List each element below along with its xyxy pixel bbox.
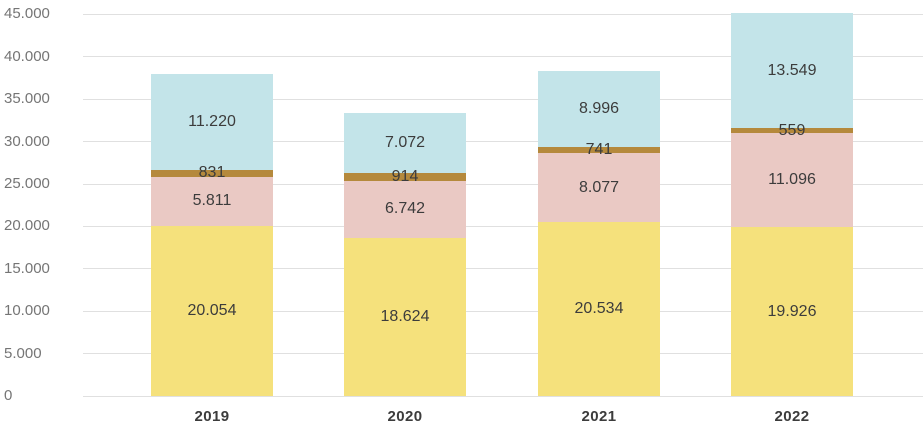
y-axis-tick-label: 0 [4,387,13,404]
bar-segment-yellow-segment-2021[interactable]: 20.534 [538,221,660,396]
x-axis-label-2020: 2020 [387,408,423,425]
y-axis-tick-label: 35.000 [4,90,50,108]
bar-segment-blue-segment-2022[interactable]: 13.549 [731,13,853,129]
bar-segment-pink-segment-2021[interactable]: 8.077 [538,153,660,222]
segment-value-label: 11.096 [768,170,816,188]
y-axis-tick-label: 45.000 [4,5,50,23]
segment-value-label: 13.549 [767,61,817,79]
gridline [83,98,923,100]
segment-value-label: 914 [391,168,419,186]
bar-group-2022: 13.549 559 11.096 19.926 [731,13,853,396]
segment-value-label: 6.742 [384,200,426,218]
y-axis-tick-label: 25.000 [4,175,50,192]
segment-value-label: 19.926 [767,302,817,320]
gridline [83,353,923,355]
y-axis-tick-label: 5.000 [4,344,42,362]
segment-value-label: 831 [198,164,226,182]
x-axis-label-2022: 2022 [774,408,810,425]
bar-segment-yellow-segment-2019[interactable]: 20.054 [151,225,273,396]
gridline [83,141,923,143]
y-axis-tick-label: 10.000 [4,302,50,320]
gridline [83,395,923,397]
bar-segment-brown-segment-2021[interactable]: 741 [538,141,660,158]
segment-value-label: 7.072 [384,134,426,152]
x-axis-label-2019: 2019 [194,408,230,425]
bar-segment-blue-segment-2019[interactable]: 11.220 [151,74,273,170]
y-axis-tick-label: 20.000 [4,217,50,235]
segment-value-label: 20.534 [574,299,624,317]
bar-segment-brown-segment-2022[interactable]: 559 [731,122,853,139]
bar-segment-brown-segment-2019[interactable]: 831 [151,164,273,181]
segment-value-label: 8.996 [578,99,620,117]
segment-value-label: 741 [585,141,613,159]
gridline [83,56,923,58]
bar-segment-pink-segment-2020[interactable]: 6.742 [344,180,466,239]
gridline [83,225,923,227]
gridline [83,183,923,185]
y-axis-tick-label: 40.000 [4,47,50,65]
y-axis-tick-label: 15.000 [4,259,50,277]
x-axis-label-2021: 2021 [581,408,617,425]
gridline [83,310,923,312]
gridline [83,13,923,15]
segment-value-label: 20.054 [187,301,237,319]
bar-segment-yellow-segment-2022[interactable]: 19.926 [731,227,853,396]
bar-segment-brown-segment-2020[interactable]: 914 [344,168,466,185]
gridline [83,268,923,270]
segment-value-label: 18.624 [380,308,430,326]
segment-value-label: 8.077 [578,178,620,196]
bar-segment-yellow-segment-2020[interactable]: 18.624 [344,238,466,396]
segment-value-label: 559 [778,121,806,139]
bar-group-2019: 11.220 831 5.811 20.054 [151,74,273,396]
bar-segment-blue-segment-2021[interactable]: 8.996 [538,70,660,148]
bar-group-2020: 7.072 914 6.742 18.624 [344,113,466,396]
bar-group-2021: 8.996 741 8.077 20.534 [538,70,660,396]
segment-value-label: 11.220 [188,113,236,131]
bar-segment-pink-segment-2019[interactable]: 5.811 [151,176,273,226]
y-axis-tick-label: 30.000 [4,132,50,150]
bar-segment-blue-segment-2020[interactable]: 7.072 [344,113,466,174]
bar-segment-pink-segment-2022[interactable]: 11.096 [731,132,853,228]
segment-value-label: 5.811 [192,192,232,210]
